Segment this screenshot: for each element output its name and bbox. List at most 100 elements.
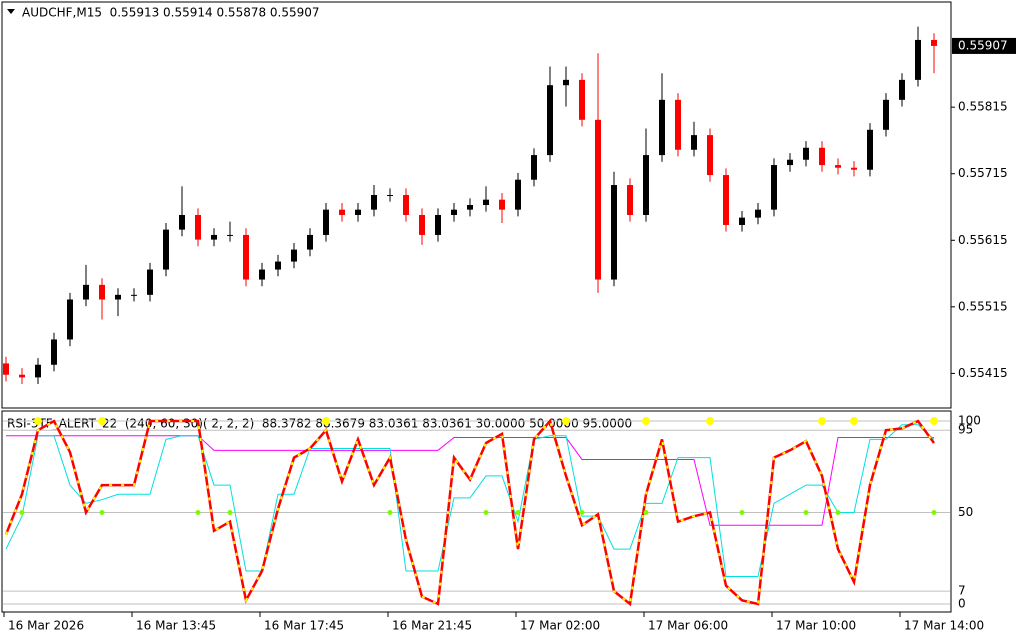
last-price-box (952, 37, 1016, 54)
candle-body (163, 229, 169, 270)
candle-body (627, 185, 633, 215)
x-tick-label: 17 Mar 02:00 (520, 619, 600, 633)
candle-body (595, 119, 601, 280)
signal-dot (643, 510, 649, 516)
candle-body (99, 284, 105, 300)
candle-body (227, 234, 233, 236)
signal-dot (483, 510, 489, 516)
candle-body (323, 209, 329, 235)
x-tick-label: 17 Mar 10:00 (776, 619, 856, 633)
signal-dot (98, 417, 106, 426)
y-tick-label: 0.55515 (958, 299, 1008, 313)
signal-dot (227, 510, 233, 516)
x-tick-label: 16 Mar 13:45 (136, 619, 216, 633)
candle-body (643, 155, 649, 215)
x-tick-label: 16 Mar 21:45 (392, 619, 472, 633)
candle-body (931, 39, 937, 46)
signal-dot (835, 510, 841, 516)
y-tick-label: 50 (958, 505, 973, 519)
candle-body (179, 214, 185, 230)
candle-body (419, 214, 425, 235)
candle-body (531, 155, 537, 180)
candle-body (691, 135, 697, 150)
candle-body (819, 147, 825, 166)
signal-dot (818, 417, 826, 426)
candle-body (51, 339, 57, 365)
candle-body (659, 99, 665, 156)
candle-body (707, 135, 713, 176)
candle-body (243, 234, 249, 280)
signal-dot (562, 417, 570, 426)
indicator-line (5, 424, 935, 578)
signal-dot (579, 510, 585, 516)
y-tick-label: 0.55815 (958, 100, 1008, 114)
candle-body (83, 284, 89, 300)
candle-body (307, 234, 313, 250)
candle-body (675, 99, 681, 150)
candle-body (211, 234, 217, 240)
candle-body (883, 99, 889, 130)
candle-body (355, 209, 361, 215)
candle-body (387, 195, 393, 197)
y-tick-label: 95 (958, 423, 973, 437)
candle-body (851, 167, 857, 170)
candle-body (147, 269, 153, 295)
signal-dot (19, 510, 25, 516)
candle-body (579, 79, 585, 120)
x-tick-label: 16 Mar 17:45 (264, 619, 344, 633)
candle-body (275, 261, 281, 270)
candle-body (195, 214, 201, 240)
header-triangle (7, 9, 15, 14)
candle-body (35, 364, 41, 378)
y-tick-label: 100 (958, 414, 981, 428)
signal-dot (34, 417, 42, 426)
signal-dot (387, 510, 393, 516)
signal-dot (642, 417, 650, 426)
candle-body (19, 374, 25, 378)
candle-body (131, 294, 137, 296)
symbol-header: AUDCHF,M15 0.55913 0.55914 0.55878 0.559… (22, 6, 320, 20)
candle-body (547, 85, 553, 156)
candle-body (67, 299, 73, 340)
x-tick-label: 17 Mar 06:00 (648, 619, 728, 633)
y-tick-label: 0.55415 (958, 366, 1008, 380)
x-tick-label: 16 Mar 2026 (8, 619, 84, 633)
indicator-line (6, 435, 934, 526)
y-tick-label: 7 (958, 584, 966, 598)
candle-body (867, 129, 873, 170)
signal-dot (515, 510, 521, 516)
candle-body (515, 179, 521, 210)
y-tick-label: 0 (958, 596, 966, 610)
main-pane (1, 1, 952, 409)
signal-dot (803, 510, 809, 516)
signal-dot (850, 417, 858, 426)
candle-body (611, 185, 617, 280)
candle-body (483, 199, 489, 205)
candle-body (755, 209, 761, 218)
signal-dot (739, 510, 745, 516)
last-price-label: 0.55907 (958, 38, 1008, 52)
candle-body (371, 195, 377, 210)
y-tick-label: 0.55715 (958, 166, 1008, 180)
signal-dot (706, 417, 714, 426)
candle-body (403, 195, 409, 215)
candle-body (435, 214, 441, 235)
signal-dot (99, 510, 105, 516)
signal-dot (322, 417, 330, 426)
candle-body (499, 199, 505, 210)
candle-body (771, 165, 777, 210)
indicator-line (4, 418, 936, 607)
signal-dot (931, 510, 937, 516)
candle-body (115, 294, 121, 300)
candle-body (915, 39, 921, 80)
candle-body (451, 209, 457, 215)
candle-body (3, 363, 9, 375)
signal-dot (930, 417, 938, 426)
candle-body (291, 249, 297, 262)
candle-body (467, 205, 473, 210)
candle-body (787, 159, 793, 166)
candle-body (739, 217, 745, 225)
candle-body (563, 79, 569, 86)
